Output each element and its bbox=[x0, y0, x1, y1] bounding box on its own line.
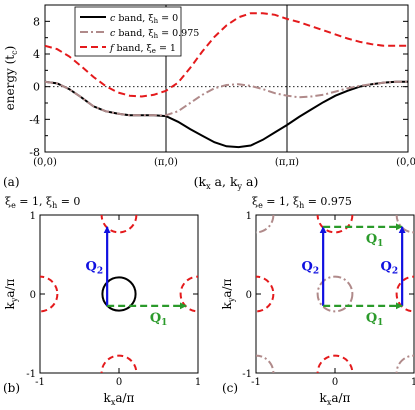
y-tick-label: 0 bbox=[30, 290, 36, 301]
electron-pocket bbox=[100, 354, 138, 373]
electron-pocket bbox=[395, 275, 414, 313]
legend-label-f-band: f band, ξe = 1 bbox=[109, 43, 176, 55]
pockets bbox=[40, 215, 198, 373]
y-tick-label: 0 bbox=[33, 81, 40, 94]
hole-pocket bbox=[101, 276, 137, 312]
panel-a: -8 -4 0 4 8 (0,0) (π,0) (π,π) (0,0) c band, ξh … bbox=[3, 4, 415, 191]
y-tick-label: 1 bbox=[30, 211, 36, 222]
y-tick-label: -1 bbox=[26, 369, 36, 380]
vector-label-q1: Q1 bbox=[366, 232, 384, 249]
panel-b-marks: Q2 Q1 bbox=[40, 215, 198, 373]
panel-a-frame bbox=[44, 4, 409, 153]
hole-pocket bbox=[395, 354, 414, 373]
vector-label-q1: Q1 bbox=[150, 311, 168, 328]
x-tick-label: (0,0) bbox=[396, 157, 415, 168]
panel-b-ylabel: kya/π bbox=[3, 278, 19, 309]
electron-pocket bbox=[316, 354, 354, 373]
panel-b-frame bbox=[39, 214, 199, 374]
panel-b: ξe = 1, ξh = 0 Q2 Q1 -1-1 0 0 1 1 kya/π kxa/π… bbox=[3, 195, 201, 407]
legend-label-c-band-h0975: c band, ξh = 0.975 bbox=[110, 28, 199, 40]
vector-label-q2: Q2 bbox=[381, 259, 399, 276]
panel-b-xlabel: kxa/π bbox=[104, 391, 135, 407]
panel-c-title: ξe = 1, ξh = 0.975 bbox=[252, 195, 352, 210]
hole-pocket bbox=[316, 275, 354, 313]
panel-b-ticks: -1-1 0 0 1 1 bbox=[26, 211, 201, 388]
hole-pocket bbox=[395, 215, 414, 234]
x-tick-label: (π,0) bbox=[154, 157, 178, 168]
y-tick-label: -8 bbox=[29, 146, 40, 159]
x-tick-label: 1 bbox=[411, 377, 415, 388]
x-tick-label: 1 bbox=[195, 377, 201, 388]
vector-label-q2: Q2 bbox=[302, 259, 320, 276]
y-tick-label: 4 bbox=[33, 48, 40, 61]
panel-c-ticks: -1-1 0 0 1 1 bbox=[242, 211, 415, 388]
y-tick-label: 1 bbox=[246, 211, 252, 222]
panel-a-label: (a) bbox=[3, 175, 20, 189]
panel-b-title: ξe = 1, ξh = 0 bbox=[5, 195, 80, 210]
panel-a-xlabel: (kx a, ky a) bbox=[194, 174, 259, 191]
series-line-2 bbox=[44, 12, 408, 98]
y-tick-label: -4 bbox=[29, 113, 40, 126]
panel-c-xlabel: kxa/π bbox=[320, 391, 351, 407]
electron-pocket bbox=[256, 275, 275, 313]
electron-pocket bbox=[179, 275, 198, 313]
y-tick-label: -1 bbox=[242, 369, 252, 380]
series-line-1 bbox=[44, 80, 408, 117]
panel-c-label: (c) bbox=[222, 381, 238, 395]
panel-c-frame bbox=[255, 214, 415, 374]
x-tick-label: (0,0) bbox=[33, 157, 57, 168]
panel-a-x-ticks: (0,0) (π,0) (π,π) (0,0) bbox=[33, 157, 415, 168]
panel-c: ξe = 1, ξh = 0.975 Q2 Q1 Q2 Q1 -1-1 0 0 1 1 kya… bbox=[220, 195, 415, 407]
x-tick-label: -1 bbox=[251, 377, 261, 388]
x-tick-label: 0 bbox=[116, 377, 122, 388]
panel-a-y-ticks: -8 -4 0 4 8 bbox=[29, 4, 408, 159]
legend-label-c-band-h0: c band, ξh = 0 bbox=[110, 13, 178, 25]
panel-c-marks: Q2 Q1 Q2 Q1 bbox=[256, 215, 414, 373]
vector-label-q2: Q2 bbox=[86, 259, 104, 276]
pockets bbox=[256, 215, 414, 373]
legend: c band, ξh = 0 c band, ξh = 0.975 f band… bbox=[74, 6, 199, 57]
x-tick-label: -1 bbox=[35, 377, 45, 388]
vector-label-q1: Q1 bbox=[366, 311, 384, 328]
x-tick-label: (π,π) bbox=[275, 157, 299, 168]
y-tick-label: 0 bbox=[246, 290, 252, 301]
electron-pocket bbox=[40, 275, 59, 313]
hole-pocket bbox=[256, 354, 275, 373]
series-line-0 bbox=[44, 80, 408, 149]
panel-c-ylabel: kya/π bbox=[220, 278, 236, 309]
y-tick-label: 8 bbox=[33, 15, 40, 28]
x-tick-label: 0 bbox=[332, 377, 338, 388]
panel-b-label: (b) bbox=[3, 381, 20, 395]
panel-a-ylabel: energy (tc) bbox=[3, 46, 19, 111]
